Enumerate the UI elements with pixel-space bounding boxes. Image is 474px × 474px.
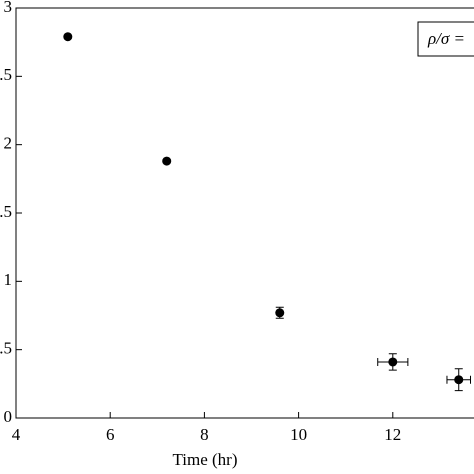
y-tick-label: 2.5 <box>0 65 12 84</box>
x-tick-label: 4 <box>12 425 21 444</box>
y-tick-label: 1 <box>4 270 13 289</box>
point <box>454 375 464 385</box>
x-tick-label: 10 <box>290 425 307 444</box>
x-tick-label: 8 <box>200 425 209 444</box>
x-axis-label: Time (hr) <box>172 450 237 469</box>
plot-frame <box>15 7 474 419</box>
y-tick-label: 0 <box>4 407 13 426</box>
x-tick-label: 12 <box>384 425 401 444</box>
point <box>162 156 172 166</box>
point <box>388 357 398 367</box>
y-tick-label: 3 <box>4 0 13 16</box>
point <box>63 32 73 42</box>
y-tick-label: 0.5 <box>0 339 12 358</box>
y-tick-label: 1.5 <box>0 202 12 221</box>
point <box>275 308 285 318</box>
annotation: ρ/σ = <box>427 29 465 48</box>
y-tick-label: 2 <box>4 134 13 153</box>
legend-box <box>417 21 474 57</box>
x-tick-label: 6 <box>106 425 115 444</box>
